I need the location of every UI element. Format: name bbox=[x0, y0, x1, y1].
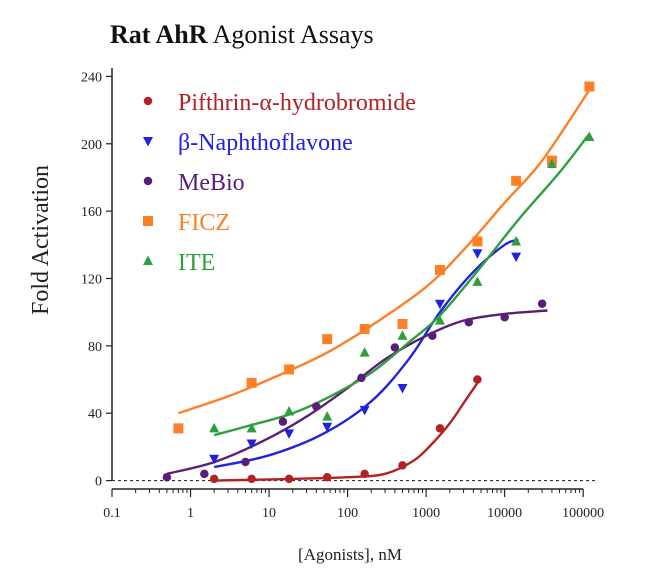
series-1-point bbox=[397, 383, 408, 394]
y-tick-label: 120 bbox=[81, 273, 102, 288]
series-3-point bbox=[511, 175, 522, 186]
series-4-fit-curve bbox=[213, 132, 591, 437]
series-2-point bbox=[278, 417, 288, 426]
series-2-point bbox=[241, 457, 250, 467]
series-1-point bbox=[434, 299, 445, 310]
series-0-point bbox=[284, 474, 294, 484]
series-3-point bbox=[434, 265, 445, 276]
series-0-point bbox=[435, 424, 445, 433]
legend-label-3: FICZ bbox=[178, 210, 230, 236]
series-3-point bbox=[584, 81, 595, 92]
y-tick-label: 240 bbox=[81, 70, 102, 85]
legend-label-4: ITE bbox=[178, 250, 215, 276]
series-2-point bbox=[390, 343, 400, 352]
legend-marker-0 bbox=[143, 96, 153, 106]
series-4-point bbox=[246, 422, 257, 433]
x-axis-label: [Agonists], nM bbox=[298, 545, 402, 564]
y-axis-label: Fold Activation bbox=[28, 165, 54, 315]
series-1-point bbox=[322, 422, 333, 433]
series-3-point bbox=[173, 423, 184, 434]
series-0-fit-curve bbox=[214, 382, 479, 482]
series-2-point bbox=[200, 469, 209, 479]
x-tick-label: 10 bbox=[262, 506, 276, 521]
series-3-point bbox=[322, 334, 333, 345]
legend-marker-4 bbox=[143, 255, 153, 265]
series-0-point bbox=[209, 474, 219, 484]
legend-label-0: Pifthrin-α-hydrobromide bbox=[178, 90, 416, 116]
series-0-point bbox=[247, 474, 256, 484]
series-1-point bbox=[472, 249, 483, 259]
series-2-point bbox=[500, 312, 509, 322]
y-tick-label: 80 bbox=[88, 340, 102, 355]
legend-marker-2 bbox=[143, 176, 153, 186]
series-2-point bbox=[312, 402, 321, 411]
series-1-fit-curve bbox=[213, 238, 519, 469]
title-bold: Rat AhR bbox=[110, 20, 208, 49]
series-4-point bbox=[472, 276, 483, 286]
x-tick-label: 1000 bbox=[412, 506, 440, 521]
series-2-point bbox=[357, 373, 366, 383]
series-0-point bbox=[398, 461, 407, 470]
series-2-point bbox=[537, 299, 547, 309]
series-2-fit-curve bbox=[166, 309, 548, 475]
y-tick-label: 160 bbox=[81, 205, 102, 220]
series-2-point bbox=[428, 331, 437, 341]
x-tick-label: 10000 bbox=[487, 506, 522, 521]
series-3-point bbox=[359, 324, 370, 335]
series-1-point bbox=[359, 405, 370, 416]
chart-title: Rat AhR Agonist Assays bbox=[110, 20, 374, 50]
series-2-point bbox=[162, 472, 172, 482]
series-3-point bbox=[246, 377, 257, 388]
series-4-point bbox=[322, 411, 333, 421]
series-1-point bbox=[246, 439, 257, 450]
legend-marker-3 bbox=[143, 216, 153, 226]
y-tick-label: 0 bbox=[95, 475, 102, 490]
series-1-point bbox=[511, 252, 522, 263]
series-4-point bbox=[434, 315, 445, 325]
title-rest: Agonist Assays bbox=[207, 20, 374, 49]
series-0-point bbox=[322, 472, 332, 482]
series-0-point bbox=[473, 375, 482, 384]
series-1-point bbox=[209, 454, 220, 465]
x-tick-label: 100 bbox=[337, 506, 358, 521]
legend-label-2: MeBio bbox=[178, 170, 245, 196]
axes: 0 40 80 120 160 200 240 0.1 1 10 100 1000 10000 10000… bbox=[81, 68, 604, 521]
legend-marker-1 bbox=[143, 137, 153, 147]
series-3-point bbox=[472, 236, 483, 247]
series-4-point bbox=[546, 158, 557, 168]
series-4-point bbox=[209, 422, 220, 433]
y-tick-label: 40 bbox=[88, 407, 102, 422]
points bbox=[162, 81, 595, 484]
series-2-point bbox=[464, 318, 474, 327]
series-1-point bbox=[284, 429, 295, 439]
x-tick-label: 100000 bbox=[562, 506, 604, 521]
x-tick-label: 0.1 bbox=[103, 506, 121, 521]
series-0-point bbox=[360, 469, 369, 479]
series-3-point bbox=[284, 364, 295, 375]
series-3-point bbox=[397, 318, 408, 329]
series-4-point bbox=[511, 235, 522, 246]
y-tick-label: 200 bbox=[81, 138, 102, 153]
series-4-point bbox=[584, 131, 595, 142]
series-4-point bbox=[397, 330, 408, 340]
x-tick-label: 1 bbox=[187, 506, 194, 521]
series-4-point bbox=[359, 347, 370, 357]
legend-label-1: β-Naphthoflavone bbox=[178, 130, 353, 156]
series-4-point bbox=[284, 406, 295, 416]
legend: Pifthrin-α-hydrobromide β-Naphthoflavone M… bbox=[143, 90, 416, 276]
